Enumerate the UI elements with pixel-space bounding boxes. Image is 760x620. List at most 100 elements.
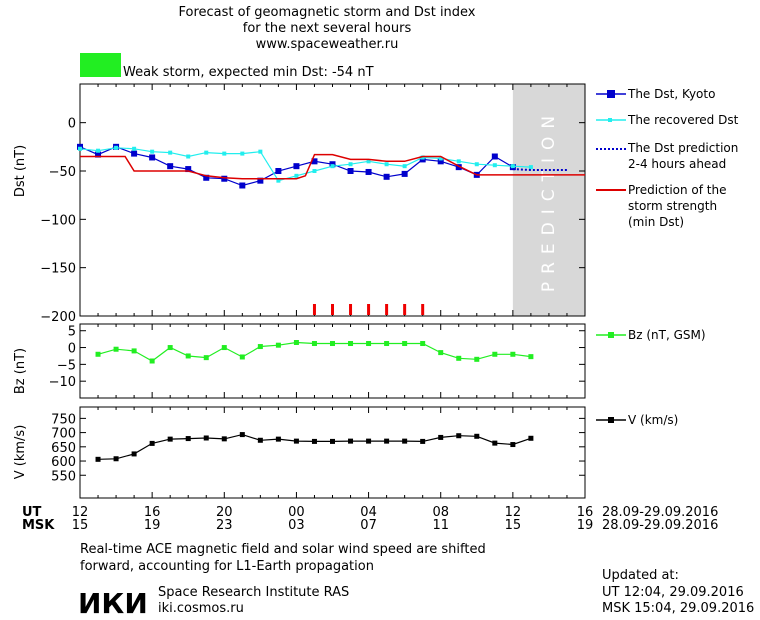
data-point (78, 146, 82, 151)
data-point (132, 146, 137, 151)
data-point (114, 145, 119, 150)
institute-site[interactable]: iki.cosmos.ru (158, 601, 244, 616)
data-point (528, 354, 534, 360)
data-point (167, 163, 174, 170)
prediction-band (512, 84, 585, 316)
data-point (510, 164, 515, 169)
data-point (204, 150, 209, 155)
legend-marker-dst-kyoto (607, 90, 615, 98)
data-point (420, 155, 425, 160)
y-tick-label: 600 (51, 455, 76, 470)
time-axis: UT MSK 28.09-29.09.2016 28.09-29.09.2016… (22, 505, 718, 533)
data-point (438, 434, 444, 440)
title-line1: Forecast of geomagnetic storm and Dst in… (178, 5, 475, 20)
dst-panel: PREDICTION 0 −50 −100 −150 −200 Dst (nT) (13, 83, 586, 325)
data-point (492, 440, 498, 446)
legend-dst-kyoto: The Dst, Kyoto (627, 87, 715, 101)
data-point (95, 351, 101, 357)
data-point (383, 173, 390, 180)
ut-tick-label: 04 (360, 505, 377, 520)
data-point (168, 150, 173, 155)
data-point (203, 174, 210, 181)
data-point (293, 340, 299, 345)
data-point (311, 438, 317, 444)
ut-tick-label: 08 (432, 505, 449, 520)
prediction-label: PREDICTION (539, 108, 559, 292)
data-point (401, 170, 408, 177)
data-point (203, 355, 209, 361)
msk-tick-label: 19 (144, 518, 161, 533)
legend-dst-prediction-1: The Dst prediction (627, 141, 738, 155)
msk-tick-label: 15 (505, 518, 522, 533)
y-tick-label: −10 (49, 375, 76, 390)
iki-logo: ИКИ (78, 587, 148, 620)
data-point (186, 154, 191, 159)
legend-marker-dst-recovered (608, 118, 612, 122)
data-point (311, 158, 318, 165)
msk-tick-label: 15 (72, 518, 89, 533)
y-tick-label: 650 (51, 441, 76, 456)
data-point (95, 151, 102, 158)
storm-level-box (80, 53, 121, 77)
data-point (257, 177, 264, 184)
y-axis-label: V (km/s) (13, 425, 28, 480)
data-point (222, 151, 227, 156)
msk-tick-label: 07 (360, 518, 377, 533)
data-point (221, 175, 228, 182)
data-point (402, 341, 408, 347)
series-line (97, 433, 532, 460)
storm-label: Weak storm, expected min Dst: -54 nT (123, 65, 374, 80)
ut-tick-label: 12 (72, 505, 89, 520)
series-line (80, 153, 585, 180)
ut-tick-label: 16 (144, 505, 161, 520)
data-point (312, 169, 317, 173)
legend-dst-recovered: The recovered Dst (627, 113, 739, 127)
data-point (203, 435, 209, 441)
data-point (239, 432, 245, 438)
data-point (366, 159, 371, 164)
msk-tick-label: 19 (577, 518, 594, 533)
data-point (131, 451, 137, 457)
data-point (239, 182, 246, 189)
data-point (275, 168, 282, 174)
data-point (456, 433, 462, 439)
data-point (510, 442, 516, 448)
y-tick-label: 550 (51, 469, 76, 484)
data-point (437, 158, 444, 165)
y-axis-label: Bz (nT) (13, 348, 28, 394)
data-point (113, 456, 119, 462)
data-point (311, 341, 317, 347)
y-tick-label: 700 (51, 427, 76, 442)
data-point (95, 456, 101, 462)
updated-msk: MSK 15:04, 29.09.2016 (602, 601, 754, 616)
data-point (257, 437, 263, 443)
data-point (420, 438, 426, 444)
y-tick-label: 750 (51, 412, 76, 427)
data-point (330, 438, 335, 444)
data-point (257, 344, 263, 350)
data-point (330, 341, 335, 347)
y-tick-label: −50 (49, 165, 76, 180)
data-point (276, 178, 281, 183)
legend-strength-3: (min Dst) (628, 215, 684, 229)
note-line2: forward, accounting for L1-Earth propaga… (80, 559, 374, 574)
ut-label: UT (22, 505, 42, 520)
ut-tick-label: 00 (288, 505, 305, 520)
msk-label: MSK (22, 518, 55, 533)
ut-tick-label: 20 (216, 505, 233, 520)
data-point (456, 159, 461, 164)
y-tick-label: −100 (40, 213, 76, 228)
data-point (348, 438, 354, 444)
data-point (474, 356, 480, 362)
data-point (365, 168, 372, 175)
data-point (185, 353, 191, 359)
msk-tick-label: 23 (216, 518, 233, 533)
data-point (330, 164, 335, 169)
msk-tick-label: 03 (288, 518, 305, 533)
y-tick-label: −150 (40, 262, 76, 277)
data-point (528, 435, 534, 441)
legend-v: V (km/s) (628, 413, 678, 427)
y-tick-label: 5 (68, 325, 76, 340)
data-point (348, 162, 353, 167)
